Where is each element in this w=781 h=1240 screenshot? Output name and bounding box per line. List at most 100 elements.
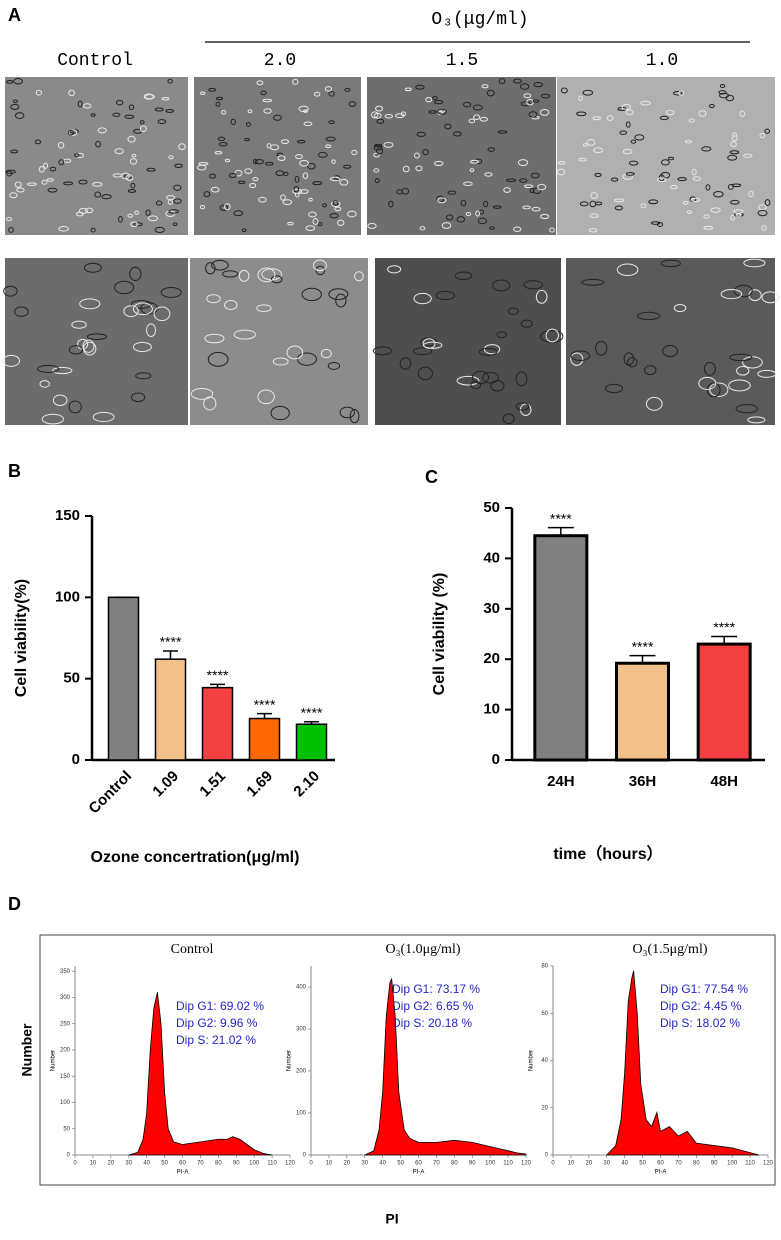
cell [112,173,123,178]
cell [168,209,179,214]
cell [12,99,19,104]
y-tick-label: 100 [55,588,80,605]
cell [327,361,341,370]
cell [43,162,49,169]
cell [303,109,308,113]
cell [748,190,754,198]
cell [292,78,299,85]
cell [447,190,457,195]
cell [422,148,429,156]
x-tick-label: 80 [215,1161,222,1167]
cell [463,181,473,187]
cell [684,140,693,144]
cell [172,222,178,227]
cell [146,323,157,338]
x-tick-label: 100 [485,1161,496,1167]
x-tick-label: 30 [125,1161,132,1167]
cell [299,189,309,194]
cell [488,226,495,230]
cell [540,213,550,220]
cell [524,184,534,189]
cell [204,333,225,344]
cell [496,331,507,339]
cell [757,209,768,217]
cell [576,111,587,117]
cell [147,215,159,222]
cell [399,357,412,370]
histogram-area [364,978,527,1156]
y-tick-label: 50 [483,499,500,516]
cell [519,83,530,90]
cell [112,112,121,117]
cell [34,139,42,145]
cell [522,205,531,210]
cell [320,348,332,359]
histogram-area [128,992,273,1156]
cell [230,118,236,125]
subplot-title: O₃(1.0μg/ml) [386,942,461,957]
cell [520,319,533,328]
cell [328,120,335,125]
y-tick-label: 150 [60,1074,71,1080]
x-tick-label: 110 [745,1161,755,1167]
cell [432,95,438,101]
y-tick-label: 20 [483,650,500,667]
cell [165,210,176,217]
cell [481,84,489,89]
cell [16,187,25,193]
cell [283,171,289,177]
cell [437,197,447,204]
cell [114,280,135,295]
cell [90,227,96,233]
cell [413,152,420,159]
column-label: 2.0 [264,51,296,71]
cell [373,168,380,173]
x-tick-label: 0 [309,1161,313,1167]
annotation: Dip G1: 69.02 % [176,999,264,1013]
cell [38,166,45,173]
cell [371,111,379,119]
cell [154,226,165,233]
significance: **** [160,634,182,650]
y-tick-label: 40 [483,549,500,566]
cell [643,365,657,376]
cell [131,153,137,158]
cell [46,178,54,182]
cell [325,144,332,149]
cell [331,200,341,208]
cell [678,90,685,96]
cell [757,369,777,378]
cell [517,159,529,167]
cell [292,188,303,195]
cell [238,269,250,282]
cell [144,94,155,100]
x-tick-label: Control [85,768,135,818]
cell [735,404,759,414]
y-tick-label: 100 [60,1100,71,1106]
cell [254,159,264,165]
y-tick-label: 0 [67,1153,71,1159]
cell [328,288,349,301]
cell [208,87,217,92]
y-tick-label: 60 [541,1011,548,1017]
x-tick-label: 90 [711,1161,718,1167]
cell [258,196,267,203]
cell [262,98,273,103]
cell [129,266,142,281]
cell [556,168,566,176]
cell [388,200,394,208]
cell [578,157,587,162]
cell [214,151,223,155]
y-tick-label: 200 [296,1069,307,1075]
annotation: Dip G1: 77.54 % [660,982,748,996]
cell [475,210,481,217]
cell [718,92,730,99]
cell [269,144,280,151]
cell [595,340,608,356]
x-tick-label: 70 [675,1161,682,1167]
panel-a-title: O₃(μg/ml) [431,10,528,30]
cell [83,262,102,273]
cell [115,99,124,106]
cell [374,143,383,148]
cell [92,181,103,187]
